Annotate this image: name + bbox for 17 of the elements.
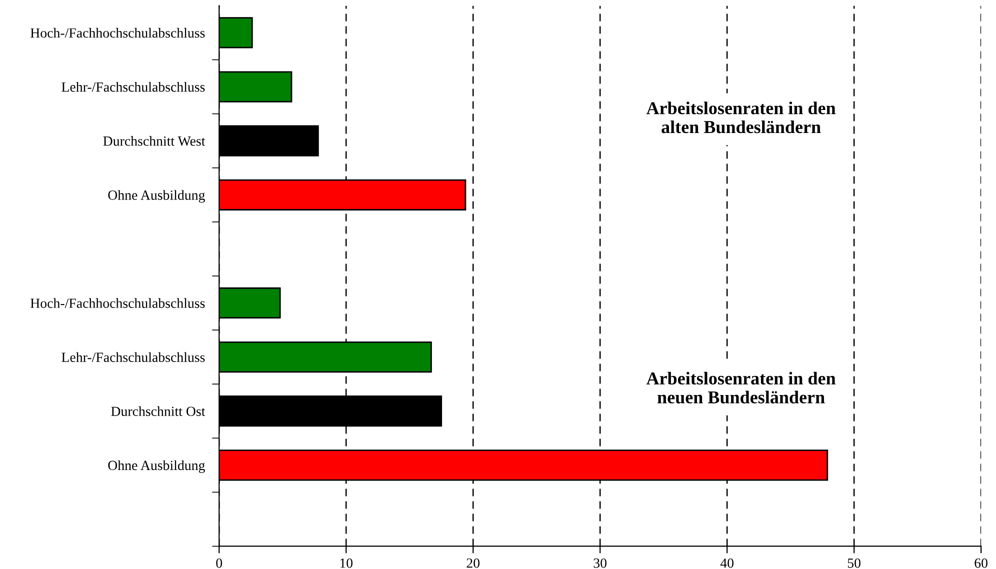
y-tick-label: Lehr-/Fachschulabschluss: [62, 352, 205, 362]
x-tick-label: 20: [466, 558, 480, 568]
y-tick-label: Durchschnitt West: [103, 136, 206, 146]
y-tick-label: Hoch-/Fachhochschulabschluss: [30, 28, 205, 38]
y-tick-label: Lehr-/Fachschulabschluss: [62, 82, 205, 92]
y-tick-label: Hoch-/Fachhochschulabschluss: [30, 298, 205, 308]
x-tick-label: 60: [974, 558, 988, 568]
annotation: Arbeitslosenraten in den alten Bundesländern: [646, 102, 836, 134]
x-tick-label: 10: [340, 558, 353, 568]
y-tick-label: Ohne Ausbildung: [108, 460, 205, 473]
x-tick-label: 50: [848, 558, 860, 568]
y-tick-label: Ohne Ausbildung: [108, 190, 205, 203]
y-tick-label: Durchschnitt Ost: [111, 406, 206, 416]
x-tick-label: 40: [720, 558, 734, 568]
x-tick-label: 0: [216, 558, 222, 568]
x-tick-label: 30: [594, 558, 607, 568]
annotation: Arbeitslosenraten in den neuen Bundesländern: [646, 372, 836, 404]
